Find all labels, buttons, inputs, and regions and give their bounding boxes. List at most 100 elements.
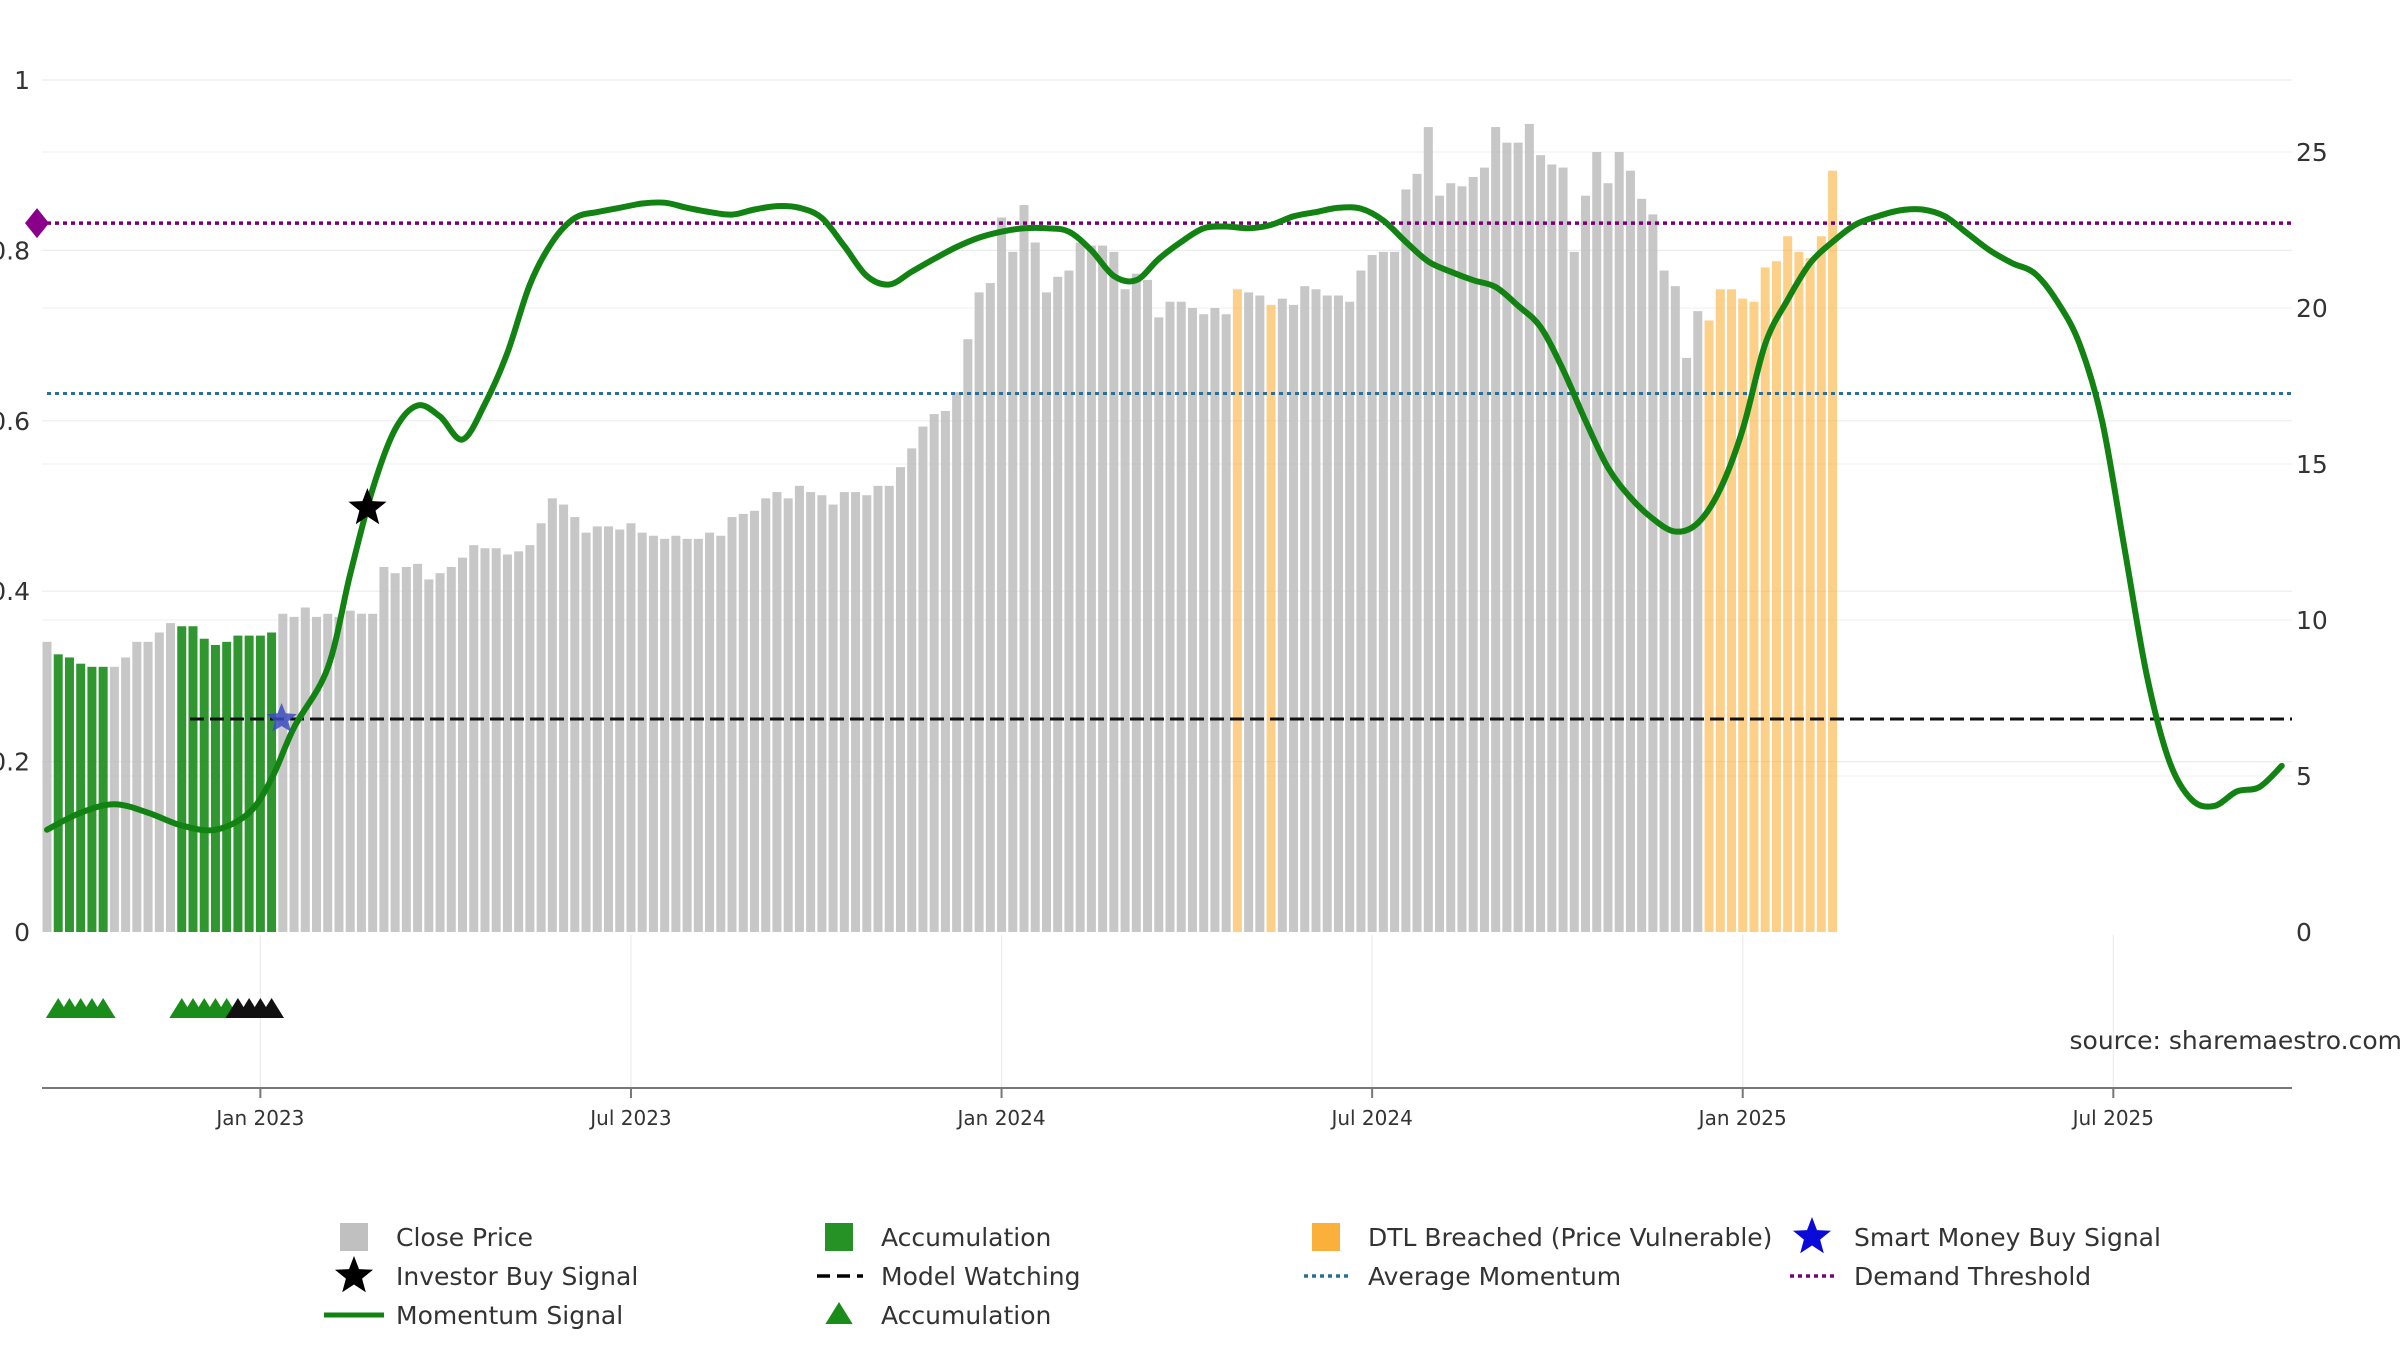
legend-label: Close Price [396, 1223, 533, 1252]
legend-swatch-square [340, 1223, 368, 1251]
close-price-bar [1367, 254, 1377, 932]
close-price-bar [839, 492, 849, 932]
accumulation-bar [76, 663, 86, 932]
close-price-bar [480, 548, 490, 932]
close-price-bar [1041, 292, 1051, 932]
close-price-bar [536, 523, 546, 932]
close-price-bar [413, 563, 423, 932]
close-price-bar [1569, 251, 1579, 933]
close-price-bar [1333, 295, 1343, 932]
left-axis-tick-label: 0 [14, 918, 30, 947]
close-price-bar [1311, 289, 1321, 932]
close-price-bar [1165, 301, 1175, 932]
close-price-bar [772, 492, 782, 932]
close-price-bar [1648, 214, 1658, 932]
close-price-bar [682, 538, 692, 932]
x-axis-tick-label: Jul 2025 [2071, 1106, 2154, 1130]
legend-item: Accumulation [825, 1301, 1051, 1330]
close-price-bar [132, 641, 142, 932]
close-price-bar [963, 339, 973, 932]
close-price-bar [1030, 242, 1040, 933]
close-price-bar [581, 532, 591, 932]
close-price-bar [907, 448, 917, 932]
close-price-bar [626, 523, 636, 932]
close-price-bar [1659, 270, 1669, 932]
close-price-bar [985, 283, 995, 932]
dtl-breached-bar [1232, 289, 1242, 932]
price-bars [42, 123, 1838, 933]
close-price-bar [1300, 286, 1310, 932]
close-price-bar [974, 292, 984, 932]
close-price-bar [1277, 298, 1287, 932]
accumulation-triangle [90, 998, 116, 1018]
close-price-bar [109, 666, 119, 932]
close-price-bar [1468, 176, 1478, 932]
close-price-bar [738, 513, 748, 932]
accumulation-bar [53, 654, 63, 932]
x-axis-tick-label: Jan 2025 [1697, 1106, 1787, 1130]
dtl-breached-bar [1805, 258, 1815, 933]
close-price-bar [862, 495, 872, 932]
dtl-breached-bar [1783, 236, 1793, 933]
dtl-breached-bar [1828, 170, 1838, 933]
close-price-bar [1019, 205, 1029, 933]
close-price-bar [873, 485, 883, 932]
right-axis-tick-label: 15 [2296, 450, 2328, 479]
close-price-bar [1322, 295, 1332, 932]
close-price-bar [851, 492, 861, 932]
legend-swatch-star [1793, 1217, 1831, 1254]
legend-label: Momentum Signal [396, 1301, 623, 1330]
close-price-bar [783, 498, 793, 932]
legend-label: Smart Money Buy Signal [1854, 1223, 2161, 1252]
close-price-bar [817, 495, 827, 932]
close-price-bar [671, 535, 681, 932]
right-axis-tick-label: 5 [2296, 762, 2312, 791]
close-price-bar [1378, 251, 1388, 933]
close-price-bar [1435, 195, 1445, 932]
legend-swatch-square [825, 1223, 853, 1251]
close-price-bar [1221, 314, 1231, 932]
accumulation-bar [244, 635, 254, 932]
close-price-bar [884, 485, 894, 932]
dtl-breached-bar [1816, 236, 1826, 933]
close-price-bar [1670, 286, 1680, 932]
demand-threshold-marker [25, 208, 49, 239]
close-price-bar [761, 498, 771, 932]
close-price-bar [1187, 308, 1197, 932]
momentum-signal-series [44, 199, 2285, 834]
close-price-bar [1592, 152, 1602, 932]
legend-item: Investor Buy Signal [335, 1256, 638, 1293]
close-price-bar [1154, 317, 1164, 932]
close-price-bar [1682, 357, 1692, 932]
close-price-bar [1502, 142, 1512, 932]
accumulation-bar [210, 644, 220, 932]
left-axis-tick-label: 0.2 [0, 748, 30, 777]
dtl-breached-bar [1266, 304, 1276, 932]
close-price-bar [952, 392, 962, 932]
legend-label: Accumulation [881, 1301, 1051, 1330]
close-price-bar [1176, 301, 1186, 932]
close-price-bar [458, 557, 468, 932]
close-price-bar [940, 410, 950, 933]
x-axis-tick-label: Jul 2023 [588, 1106, 671, 1130]
close-price-bar [166, 623, 176, 932]
close-price-bar [1120, 289, 1130, 932]
close-price-bar [1524, 123, 1534, 933]
close-price-bar [1143, 279, 1153, 932]
close-price-bar [1693, 311, 1703, 932]
close-price-bar [604, 526, 613, 932]
close-price-bar [312, 616, 322, 932]
close-price-bar [356, 613, 366, 932]
close-price-bar [1513, 142, 1523, 932]
close-price-bar [929, 414, 939, 933]
close-price-bar [547, 498, 557, 932]
dtl-breached-bar [1738, 298, 1748, 932]
close-price-bar [895, 467, 905, 932]
close-price-bar [1244, 292, 1254, 932]
legend-label: DTL Breached (Price Vulnerable) [1368, 1223, 1772, 1252]
close-price-bar [749, 510, 759, 932]
close-price-bar [1401, 189, 1411, 932]
close-price-bar [300, 607, 310, 932]
close-price-bar [705, 532, 715, 932]
